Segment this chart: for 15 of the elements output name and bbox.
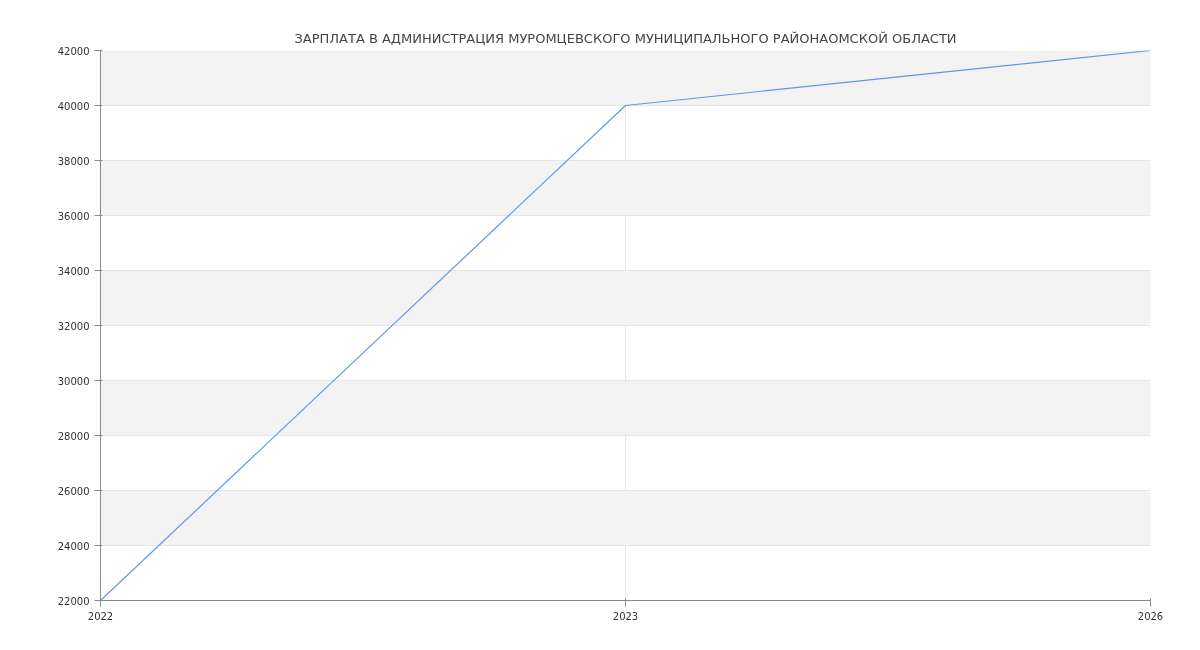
x-tick-label: 2023 bbox=[612, 610, 639, 622]
x-tick-label: 2022 bbox=[87, 610, 114, 622]
y-tick-label: 40000 bbox=[57, 100, 90, 112]
y-tick-label: 42000 bbox=[57, 45, 90, 57]
y-tick-label: 22000 bbox=[57, 595, 90, 607]
y-tick-label: 26000 bbox=[57, 485, 90, 497]
y-tick-label: 32000 bbox=[57, 320, 90, 332]
y-tick-label: 28000 bbox=[57, 430, 90, 442]
y-tick-label: 36000 bbox=[57, 210, 90, 222]
y-tick-label: 24000 bbox=[57, 540, 90, 552]
y-tick-label: 34000 bbox=[57, 265, 90, 277]
y-tick-label: 38000 bbox=[57, 155, 90, 167]
chart-title: ЗАРПЛАТА В АДМИНИСТРАЦИЯ МУРОМЦЕВСКОГО МУНИЦИПАЛЬНОГО РАЙОНАОМСКОЙ ОБЛАСТИ bbox=[294, 30, 957, 46]
y-tick-label: 30000 bbox=[57, 375, 90, 387]
x-tick-label: 2026 bbox=[1137, 610, 1164, 622]
